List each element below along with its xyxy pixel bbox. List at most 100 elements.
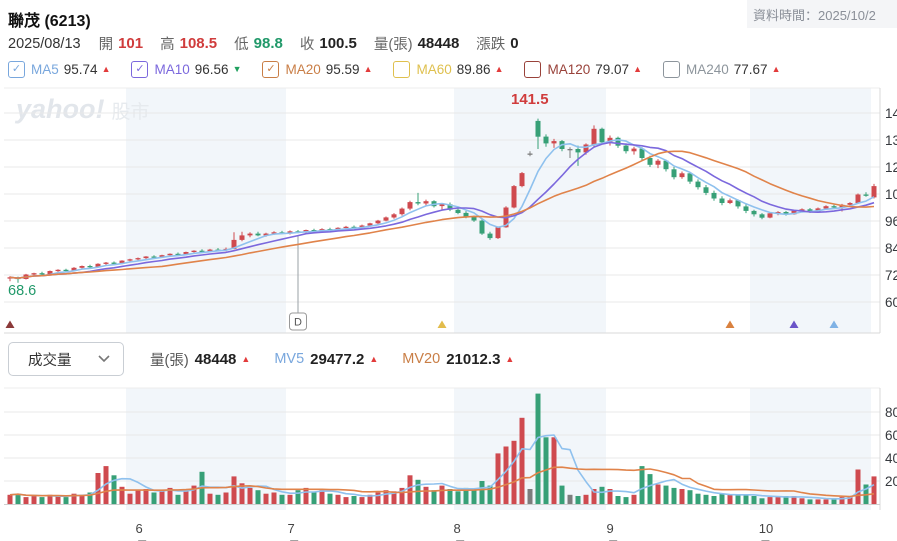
volume-stat-value: 48448 xyxy=(194,350,237,368)
ma5-checkbox[interactable]: ✓ xyxy=(8,61,25,78)
price-tick-label: 120 xyxy=(885,160,897,175)
ma240-toggle[interactable]: MA240 77.67 ▲ xyxy=(662,61,780,78)
ma120-value: 79.07 xyxy=(595,62,630,77)
chevron-down-icon xyxy=(98,355,110,363)
up-arrow-icon: ▲ xyxy=(505,353,515,364)
price-tick-label: 84 xyxy=(885,241,897,256)
month-label: 6月 xyxy=(135,521,149,541)
ma60-toggle[interactable]: MA60 89.86 ▲ xyxy=(393,61,503,78)
ma20-label: MA20 xyxy=(285,62,321,77)
ma10-label: MA10 xyxy=(154,62,190,77)
ma5-label: MA5 xyxy=(31,62,59,77)
price-tick-label: 132 xyxy=(885,133,897,148)
ma20-checkbox[interactable]: ✓ xyxy=(262,61,280,78)
ma240-value: 77.67 xyxy=(733,62,768,77)
event-triangle-icon xyxy=(725,320,735,328)
event-triangle-icon xyxy=(437,320,447,328)
price-tick-label: 108 xyxy=(885,187,897,202)
mv20-stat: MV20 21012.3 ▲ xyxy=(402,351,514,368)
ma20-value: 95.59 xyxy=(325,62,360,77)
ma5-value: 95.74 xyxy=(63,62,98,77)
up-arrow-icon: ▲ xyxy=(494,64,504,74)
volume-chart[interactable]: 80K 60K 40K 20K xyxy=(0,384,897,516)
month-label: 7月 xyxy=(287,521,301,541)
price-tick-label: 144 xyxy=(885,106,897,121)
ma10-line xyxy=(9,141,875,279)
ma10-toggle[interactable]: ✓ MA10 96.56 ▼ xyxy=(131,61,241,78)
ma120-toggle[interactable]: MA120 79.07 ▲ xyxy=(524,61,642,78)
month-label: 10月 xyxy=(758,521,774,541)
up-arrow-icon: ▲ xyxy=(369,353,379,364)
ma240-checkbox[interactable] xyxy=(662,61,680,78)
event-triangle-icon xyxy=(789,320,799,328)
data-time-strip: 資料時間：2025/10/2 xyxy=(747,0,897,28)
volume-type-dropdown[interactable]: 成交量 xyxy=(8,342,124,376)
up-arrow-icon: ▲ xyxy=(101,64,111,74)
ma5-line xyxy=(9,138,875,279)
mv5-value: 29477.2 xyxy=(310,350,365,368)
volume-tick-label: 80K xyxy=(885,405,897,420)
ma10-checkbox[interactable]: ✓ xyxy=(131,61,149,78)
quote-field-label: 量(張) xyxy=(373,37,413,53)
quote-field: 收 100.5 xyxy=(300,33,357,54)
high-price-label: 141.5 xyxy=(511,91,549,108)
down-arrow-icon: ▼ xyxy=(232,64,242,74)
page-title: 聯茂 (6213) xyxy=(8,13,91,30)
quote-field-label: 高 xyxy=(160,37,175,53)
quote-field: 高 108.5 xyxy=(160,33,217,54)
quote-field-value: 98.8 xyxy=(253,35,283,52)
quote-field-label: 低 xyxy=(234,37,249,53)
up-arrow-icon: ▲ xyxy=(241,353,251,364)
quote-date: 2025/08/13 xyxy=(8,35,81,52)
ma5-toggle[interactable]: ✓ MA5 95.74 ▲ xyxy=(8,61,110,78)
dividend-marker-letter: D xyxy=(294,317,302,329)
price-tick-label: 72 xyxy=(885,268,897,283)
quote-field: 低 98.8 xyxy=(234,33,283,54)
dividend-marker[interactable] xyxy=(289,312,307,331)
ma-toggle-row: ✓ MA5 95.74 ▲ ✓ MA10 96.56 ▼ ✓ MA20 95.59 ▲ MA60 89.8… xyxy=(8,61,801,78)
mv5-label: MV5 xyxy=(274,351,305,367)
up-arrow-icon: ▲ xyxy=(633,64,642,74)
volume-type-label: 成交量 xyxy=(28,352,72,369)
quote-field: 漲跌 0 xyxy=(476,33,518,54)
quote-field: 量(張) 48448 xyxy=(374,33,459,54)
quote-field: 開 101 xyxy=(99,33,144,54)
ma60-label: MA60 xyxy=(416,62,452,77)
month-label: 9月 xyxy=(606,521,620,541)
ma60-value: 89.86 xyxy=(456,62,491,77)
volume-stats: 量(張) 48448 ▲ MV5 29477.2 ▲ MV20 21012.3 … xyxy=(150,349,538,370)
quote-fields: 開 101 高 108.5 低 98.8 收 100.5 量(張) 48448 漲跌 0 xyxy=(99,33,536,54)
quote-field-label: 漲跌 xyxy=(476,37,506,53)
volume-tick-label: 40K xyxy=(885,451,897,466)
ma20-toggle[interactable]: ✓ MA20 95.59 ▲ xyxy=(262,61,372,78)
up-arrow-icon: ▲ xyxy=(363,64,373,74)
quote-field-label: 開 xyxy=(98,37,114,53)
ma60-checkbox[interactable] xyxy=(393,61,411,78)
mv5-stat: MV5 29477.2 ▲ xyxy=(274,351,378,368)
quote-field-value: 0 xyxy=(510,35,519,52)
ma120-label: MA120 xyxy=(547,62,591,77)
volume-stat: 量(張) 48448 ▲ xyxy=(150,349,250,370)
event-triangle-icon xyxy=(829,320,839,328)
quote-field-value: 108.5 xyxy=(179,35,218,52)
month-label: 8月 xyxy=(453,521,467,541)
mv20-value: 21012.3 xyxy=(446,350,501,368)
mv20-label: MV20 xyxy=(402,351,441,367)
ma120-checkbox[interactable] xyxy=(524,61,542,78)
quote-field-value: 48448 xyxy=(417,35,460,52)
mv20-line xyxy=(9,466,875,498)
volume-tick-label: 20K xyxy=(885,474,897,489)
price-tick-label: 60 xyxy=(885,295,897,310)
ma20-line xyxy=(9,150,875,279)
price-chart[interactable]: yahoo!股市14413212010896847260D xyxy=(0,84,897,336)
volume-tick-label: 60K xyxy=(885,428,897,443)
price-tick-label: 96 xyxy=(885,214,897,229)
event-triangle-icon xyxy=(5,320,15,328)
volume-stat-label: 量(張) xyxy=(150,352,189,369)
ma240-label: MA240 xyxy=(685,62,729,77)
quote-field-label: 收 xyxy=(299,37,315,53)
volume-header: 成交量 量(張) 48448 ▲ MV5 29477.2 ▲ MV20 2101… xyxy=(8,342,538,376)
ma10-value: 96.56 xyxy=(194,62,229,77)
low-price-label: 68.6 xyxy=(8,283,37,299)
